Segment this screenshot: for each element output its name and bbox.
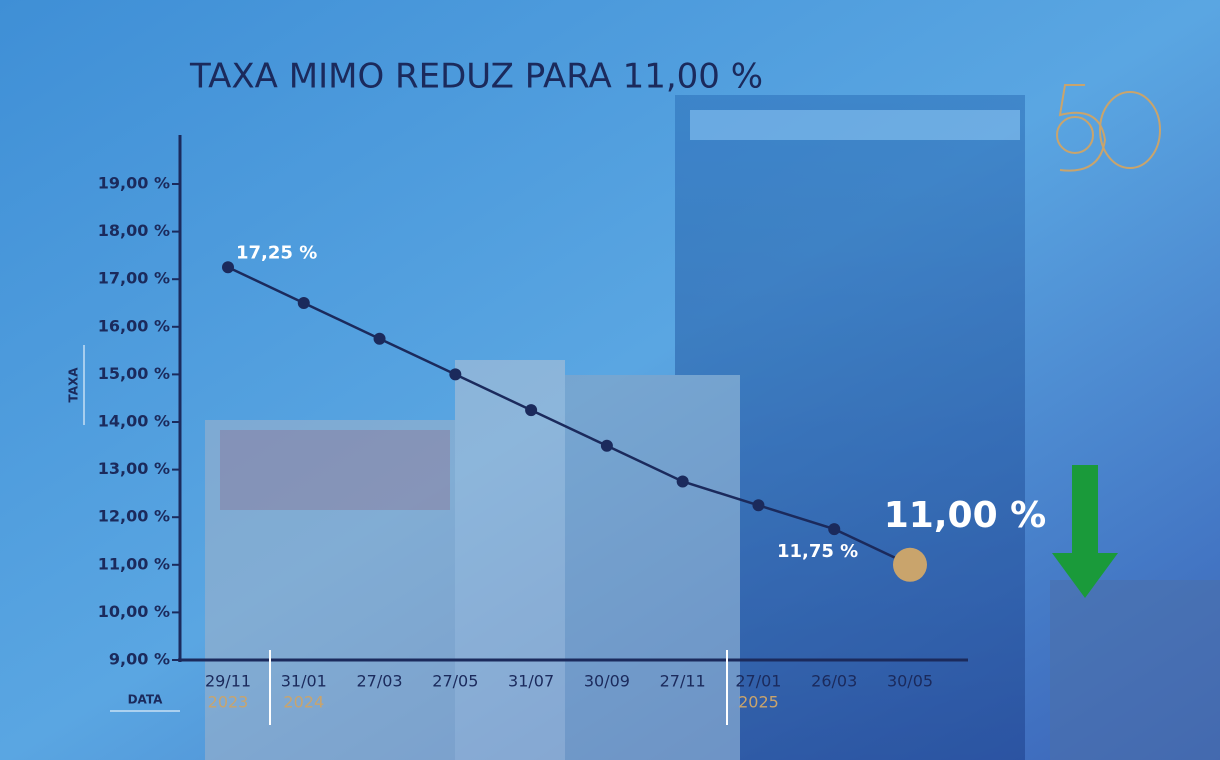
y-tick-label: 18,00 % — [98, 221, 170, 240]
year-label: 2025 — [738, 693, 779, 712]
highlight-point — [893, 547, 927, 582]
point — [676, 475, 689, 488]
point — [297, 297, 310, 309]
point — [222, 261, 234, 274]
value-label: 11,00 % — [884, 495, 1046, 536]
point — [373, 332, 386, 345]
x-tick-label: 30/09 — [584, 672, 630, 691]
x-tick-label: 29/11 — [205, 672, 251, 691]
logo — [1056, 84, 1161, 172]
y-tick-label: 19,00 % — [98, 174, 170, 193]
x-tick-label: 27/11 — [660, 672, 706, 691]
year-label: 2024 — [283, 693, 324, 712]
down-arrow — [1052, 465, 1118, 598]
y-tick-label: 11,00 % — [98, 554, 170, 573]
y-tick-label: 9,00 % — [109, 650, 170, 669]
y-tick-label: 14,00 % — [98, 412, 170, 431]
year-label: 2023 — [208, 693, 249, 712]
value-label: 11,75 % — [777, 541, 858, 562]
x-tick-label: 26/03 — [811, 672, 857, 691]
y-axis-label: TAXA — [67, 367, 81, 403]
point — [600, 439, 613, 452]
point — [828, 523, 841, 536]
y-tick-label: 15,00 % — [98, 364, 170, 383]
x-tick-label: 31/07 — [508, 672, 554, 691]
x-tick-label: 27/03 — [357, 672, 403, 691]
line — [227, 266, 911, 566]
y-tick-label: 12,00 % — [98, 507, 170, 526]
buildings — [205, 95, 1220, 760]
x-tick-label: 27/05 — [432, 672, 478, 691]
point — [449, 368, 462, 381]
y-tick-label: 16,00 % — [98, 316, 170, 335]
chart-title: TAXA MIMO REDUZ PARA 11,00 % — [189, 57, 763, 97]
x-axis-label: DATA — [128, 693, 164, 707]
value-label: 17,25 % — [236, 242, 317, 263]
x-tick-label: 31/01 — [281, 672, 327, 691]
x-tick-label: 27/01 — [735, 672, 781, 691]
point — [525, 404, 538, 417]
y-tick-label: 10,00 % — [98, 602, 170, 621]
point — [752, 499, 765, 512]
y-tick-label: 17,00 % — [98, 269, 170, 288]
y-tick-label: 13,00 % — [98, 459, 170, 478]
x-tick-label: 30/05 — [887, 672, 933, 691]
